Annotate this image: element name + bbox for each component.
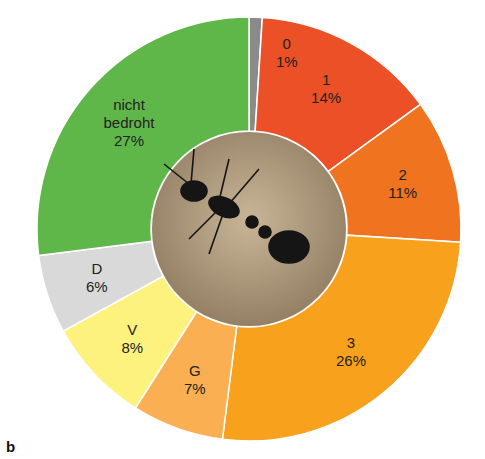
- category-label: 1: [322, 71, 330, 88]
- category-label: V: [127, 321, 137, 338]
- category-label: 2: [398, 166, 406, 183]
- value-label: 8%: [122, 339, 144, 356]
- category-label: D: [91, 260, 102, 277]
- category-label: nichtbedroht: [104, 96, 156, 131]
- value-label: 6%: [86, 278, 108, 295]
- centre-disc: [152, 132, 346, 326]
- slice: [39, 241, 163, 331]
- slices: [37, 17, 461, 441]
- panel-label: b: [6, 438, 15, 455]
- chart: 01% 114% 211% 326% G7% V8% D6% nichtbedroht27% b: [0, 0, 485, 459]
- value-label: 1%: [276, 53, 298, 70]
- category-label: G: [189, 362, 201, 379]
- value-label: 14%: [311, 89, 341, 106]
- labels: 01% 114% 211% 326% G7% V8% D6% nichtbedroht27%: [86, 35, 417, 397]
- value-label: 27%: [114, 132, 144, 149]
- value-label: 11%: [388, 184, 417, 201]
- ant: [164, 149, 309, 263]
- value-label: 26%: [336, 352, 366, 369]
- category-label: 0: [283, 35, 291, 52]
- centre-image: [152, 132, 346, 326]
- value-label: 7%: [184, 380, 206, 397]
- slice: [328, 104, 461, 242]
- category-label: 3: [347, 334, 355, 351]
